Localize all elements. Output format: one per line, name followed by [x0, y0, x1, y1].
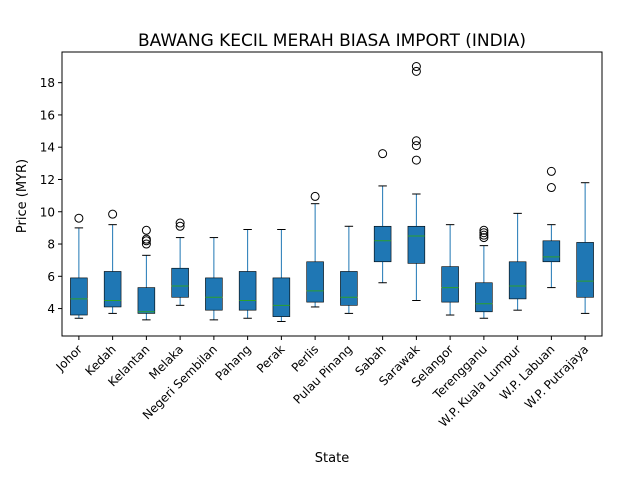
chart-title: BAWANG KECIL MERAH BIASA IMPORT (INDIA): [138, 31, 526, 51]
x-tick-label: Pulau Pinang: [290, 342, 355, 407]
outlier-point: [546, 166, 556, 176]
outlier-point: [141, 225, 151, 235]
outlier-point: [479, 228, 489, 238]
outlier-point: [411, 136, 421, 146]
box: [70, 277, 88, 316]
outlier-point: [310, 191, 320, 201]
outlier-point: [411, 66, 421, 76]
outlier-point: [479, 233, 489, 243]
outlier-point: [411, 62, 421, 72]
box: [508, 261, 527, 300]
box: [272, 277, 291, 317]
y-tick-label: 10: [40, 205, 55, 219]
y-tick-label: 8: [47, 238, 55, 252]
outlier-point: [175, 221, 185, 231]
outlier-point: [479, 230, 489, 240]
outlier-point: [411, 141, 421, 151]
box: [306, 261, 324, 303]
box: [542, 240, 561, 263]
x-axis-label: State: [315, 451, 349, 466]
outlier-point: [546, 183, 556, 193]
box: [407, 225, 426, 264]
x-tick-label: Pahang: [213, 342, 254, 383]
box: [373, 225, 392, 263]
x-tick-label: Johor: [53, 342, 85, 374]
y-tick-label: 14: [40, 141, 55, 155]
outlier-point: [175, 218, 185, 228]
y-tick-label: 12: [40, 173, 55, 187]
outlier-point: [378, 149, 388, 159]
plot-area: 4681012141618JohorKedahKelantanMelakaNeg…: [40, 51, 603, 430]
box: [441, 266, 459, 303]
outlier-point: [74, 213, 84, 223]
x-tick-label: Perak: [254, 342, 288, 376]
outlier-point: [141, 234, 151, 244]
outlier-point: [141, 239, 151, 249]
box: [576, 242, 594, 298]
y-tick-label: 16: [40, 108, 55, 122]
box: [205, 277, 223, 311]
box: [171, 267, 189, 298]
y-tick-label: 4: [47, 302, 55, 316]
y-axis-label: Price (MYR): [15, 159, 30, 233]
outlier-point: [479, 225, 489, 235]
box: [340, 271, 358, 306]
outlier-point: [411, 155, 421, 165]
y-tick-label: 18: [40, 76, 55, 90]
y-tick-label: 6: [47, 270, 55, 284]
plot-frame: [61, 51, 603, 337]
box: [137, 287, 156, 314]
box: [475, 282, 493, 313]
box: [103, 271, 122, 308]
box: [238, 271, 257, 311]
outlier-point: [108, 209, 118, 219]
